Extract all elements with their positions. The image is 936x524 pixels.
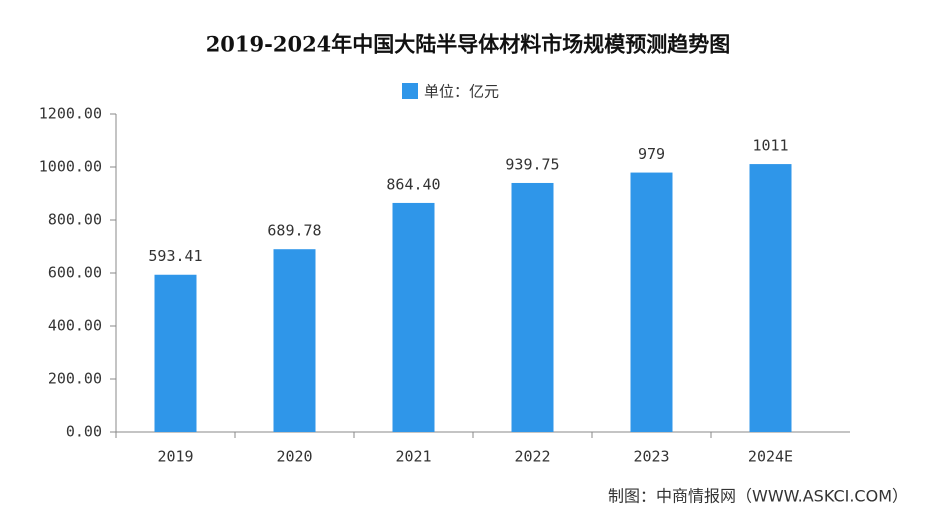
x-tick-label: 2020 <box>276 448 312 466</box>
bar <box>749 164 792 432</box>
x-tick-label: 2021 <box>395 448 431 466</box>
y-tick-label: 600.00 <box>48 264 102 282</box>
data-label: 593.41 <box>148 247 202 265</box>
y-tick-label: 1200.00 <box>39 105 102 123</box>
data-label: 939.75 <box>505 155 559 173</box>
x-tick-label: 2022 <box>514 448 550 466</box>
chart-title: 2019-2024年中国大陆半导体材料市场规模预测趋势图 <box>206 32 731 57</box>
data-label: 689.78 <box>267 222 321 240</box>
data-label: 1011 <box>752 137 788 155</box>
bar <box>511 182 554 432</box>
x-tick-label: 2019 <box>157 448 193 466</box>
y-tick-label: 0.00 <box>66 423 102 441</box>
data-label: 864.40 <box>386 175 440 193</box>
source-note: 制图：中商情报网（WWW.ASKCI.COM） <box>608 487 908 506</box>
y-tick-label: 400.00 <box>48 317 102 335</box>
y-tick-label: 1000.00 <box>39 158 102 176</box>
y-tick-label: 800.00 <box>48 211 102 229</box>
legend-label: 单位：亿元 <box>424 83 499 101</box>
bar <box>154 274 197 432</box>
bar <box>630 172 673 432</box>
y-tick-label: 200.00 <box>48 370 102 388</box>
x-tick-label: 2023 <box>633 448 669 466</box>
bar <box>273 249 316 432</box>
data-label: 979 <box>638 145 665 163</box>
x-tick-label: 2024E <box>748 448 793 466</box>
bar <box>392 202 435 432</box>
legend-swatch <box>402 83 418 99</box>
